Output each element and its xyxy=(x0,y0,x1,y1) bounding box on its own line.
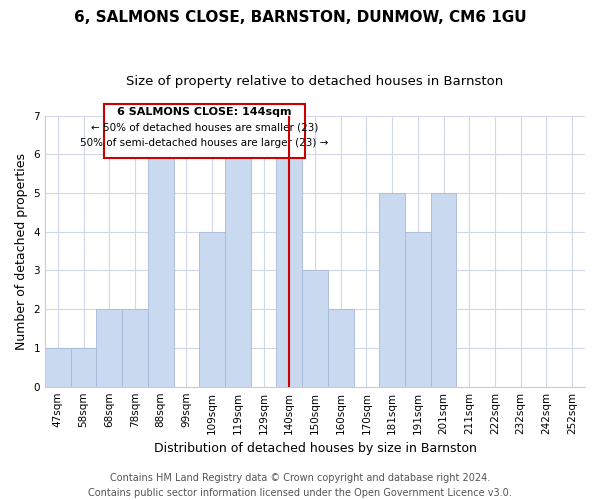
Text: Contains HM Land Registry data © Crown copyright and database right 2024.
Contai: Contains HM Land Registry data © Crown c… xyxy=(88,472,512,498)
Bar xyxy=(45,348,71,387)
Bar xyxy=(122,309,148,386)
Bar xyxy=(97,309,122,386)
Text: 6, SALMONS CLOSE, BARNSTON, DUNMOW, CM6 1GU: 6, SALMONS CLOSE, BARNSTON, DUNMOW, CM6 … xyxy=(74,10,526,25)
X-axis label: Distribution of detached houses by size in Barnston: Distribution of detached houses by size … xyxy=(154,442,476,455)
Bar xyxy=(277,154,302,386)
Text: 6 SALMONS CLOSE: 144sqm: 6 SALMONS CLOSE: 144sqm xyxy=(117,107,292,117)
Bar xyxy=(431,193,457,386)
Title: Size of property relative to detached houses in Barnston: Size of property relative to detached ho… xyxy=(127,75,503,88)
Bar xyxy=(104,104,305,158)
Text: ← 50% of detached houses are smaller (23): ← 50% of detached houses are smaller (23… xyxy=(91,122,318,132)
Y-axis label: Number of detached properties: Number of detached properties xyxy=(15,152,28,350)
Text: 50% of semi-detached houses are larger (23) →: 50% of semi-detached houses are larger (… xyxy=(80,138,329,148)
Bar xyxy=(199,232,225,386)
Bar xyxy=(225,154,251,386)
Bar xyxy=(379,193,405,386)
Bar xyxy=(302,270,328,386)
Bar xyxy=(148,154,173,386)
Bar xyxy=(71,348,97,387)
Bar xyxy=(328,309,353,386)
Bar xyxy=(405,232,431,386)
